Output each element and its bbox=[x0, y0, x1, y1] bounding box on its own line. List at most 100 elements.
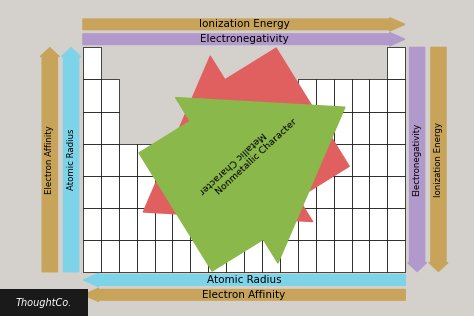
Bar bbox=[369, 79, 387, 112]
Bar bbox=[137, 208, 155, 240]
Bar bbox=[208, 240, 226, 272]
Bar bbox=[387, 112, 405, 143]
Bar bbox=[137, 143, 155, 176]
Bar bbox=[334, 208, 352, 240]
Bar bbox=[280, 240, 298, 272]
Bar bbox=[137, 176, 155, 208]
Bar bbox=[155, 240, 173, 272]
Bar bbox=[298, 143, 316, 176]
Bar bbox=[334, 143, 352, 176]
Bar bbox=[352, 143, 369, 176]
Bar bbox=[226, 143, 244, 176]
Text: Electronegativity: Electronegativity bbox=[200, 34, 289, 44]
Bar bbox=[83, 208, 101, 240]
Bar bbox=[191, 208, 208, 240]
Bar bbox=[83, 143, 101, 176]
Bar bbox=[83, 47, 101, 79]
Bar bbox=[316, 240, 334, 272]
Bar bbox=[119, 143, 137, 176]
Bar bbox=[369, 240, 387, 272]
Bar bbox=[119, 176, 137, 208]
Bar bbox=[352, 240, 369, 272]
Bar bbox=[119, 208, 137, 240]
Text: ThoughtCo.: ThoughtCo. bbox=[16, 298, 72, 307]
Bar bbox=[244, 240, 262, 272]
Bar bbox=[208, 143, 226, 176]
Bar bbox=[226, 176, 244, 208]
Bar bbox=[155, 143, 173, 176]
Bar bbox=[262, 143, 280, 176]
Bar bbox=[83, 79, 101, 112]
Bar bbox=[387, 176, 405, 208]
Bar bbox=[101, 143, 119, 176]
Bar bbox=[334, 176, 352, 208]
Bar bbox=[369, 176, 387, 208]
Bar bbox=[101, 176, 119, 208]
Bar bbox=[226, 240, 244, 272]
FancyArrow shape bbox=[408, 47, 427, 271]
Bar bbox=[208, 208, 226, 240]
Bar bbox=[369, 208, 387, 240]
Text: Metallic Character: Metallic Character bbox=[197, 130, 267, 195]
Bar bbox=[387, 240, 405, 272]
FancyArrow shape bbox=[83, 273, 405, 287]
Bar bbox=[387, 79, 405, 112]
Bar bbox=[280, 176, 298, 208]
Bar bbox=[387, 47, 405, 79]
Bar bbox=[244, 208, 262, 240]
FancyArrow shape bbox=[83, 18, 405, 31]
Text: Electron Affinity: Electron Affinity bbox=[46, 125, 54, 194]
Bar bbox=[316, 79, 334, 112]
Bar bbox=[0, 289, 88, 316]
Bar bbox=[352, 176, 369, 208]
Bar bbox=[316, 112, 334, 143]
Bar bbox=[298, 112, 316, 143]
Bar bbox=[316, 208, 334, 240]
Bar bbox=[352, 112, 369, 143]
Bar bbox=[369, 143, 387, 176]
Text: Atomic Radius: Atomic Radius bbox=[67, 129, 75, 190]
Bar bbox=[208, 176, 226, 208]
Bar bbox=[137, 240, 155, 272]
Text: Electronegativity: Electronegativity bbox=[413, 123, 421, 196]
Bar bbox=[191, 143, 208, 176]
Bar bbox=[101, 240, 119, 272]
Bar bbox=[316, 143, 334, 176]
Text: Nonmetallic Character: Nonmetallic Character bbox=[214, 117, 299, 197]
Bar bbox=[226, 208, 244, 240]
Bar bbox=[298, 79, 316, 112]
FancyArrow shape bbox=[429, 47, 448, 271]
Bar bbox=[173, 240, 191, 272]
Bar bbox=[119, 240, 137, 272]
Bar bbox=[101, 208, 119, 240]
Bar bbox=[101, 112, 119, 143]
Bar bbox=[173, 143, 191, 176]
Text: Ionization Energy: Ionization Energy bbox=[199, 19, 290, 29]
FancyArrow shape bbox=[62, 48, 81, 272]
FancyArrow shape bbox=[83, 288, 405, 301]
Bar bbox=[280, 143, 298, 176]
Bar bbox=[334, 112, 352, 143]
Bar bbox=[316, 176, 334, 208]
Bar bbox=[352, 208, 369, 240]
Bar bbox=[369, 112, 387, 143]
Bar bbox=[262, 208, 280, 240]
Bar bbox=[191, 240, 208, 272]
Text: Ionization Energy: Ionization Energy bbox=[434, 122, 443, 197]
Bar bbox=[83, 112, 101, 143]
Bar bbox=[334, 240, 352, 272]
Bar bbox=[155, 176, 173, 208]
Text: Atomic Radius: Atomic Radius bbox=[207, 275, 282, 285]
Bar bbox=[298, 208, 316, 240]
Bar bbox=[387, 208, 405, 240]
FancyArrow shape bbox=[83, 33, 405, 46]
Bar bbox=[387, 143, 405, 176]
Bar bbox=[83, 176, 101, 208]
Bar bbox=[280, 208, 298, 240]
Bar bbox=[173, 208, 191, 240]
Bar bbox=[334, 79, 352, 112]
FancyArrow shape bbox=[40, 48, 59, 272]
Bar bbox=[83, 240, 101, 272]
Bar bbox=[298, 176, 316, 208]
Bar bbox=[244, 176, 262, 208]
